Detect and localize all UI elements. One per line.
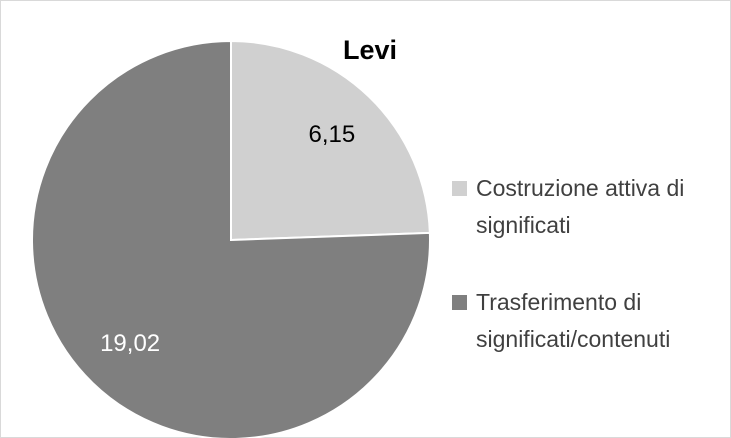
legend-swatch	[452, 181, 467, 196]
legend-label: Trasferimento di significati/contenuti	[476, 289, 671, 352]
chart-title: Levi	[343, 35, 397, 65]
data-label: 19,02	[100, 330, 160, 357]
pie-slice	[31, 39, 431, 438]
legend-label: Costruzione attiva di significati	[476, 175, 685, 238]
legend-swatch	[452, 295, 467, 310]
legend-item: Trasferimento di significati/contenuti	[452, 284, 722, 358]
data-label: 6,15	[309, 121, 356, 148]
legend-item: Costruzione attiva di significati	[452, 170, 722, 244]
pie-slice	[230, 39, 431, 242]
